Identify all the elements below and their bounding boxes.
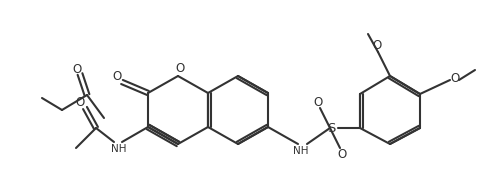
Text: O: O — [113, 70, 122, 83]
Text: O: O — [72, 62, 82, 76]
Text: O: O — [176, 62, 185, 75]
Text: O: O — [75, 95, 85, 108]
Text: NH: NH — [111, 144, 127, 154]
Text: O: O — [450, 71, 460, 84]
Text: NH: NH — [293, 146, 309, 156]
Text: O: O — [313, 95, 322, 108]
Text: O: O — [337, 148, 347, 161]
Text: S: S — [327, 121, 335, 134]
Text: O: O — [372, 39, 381, 52]
